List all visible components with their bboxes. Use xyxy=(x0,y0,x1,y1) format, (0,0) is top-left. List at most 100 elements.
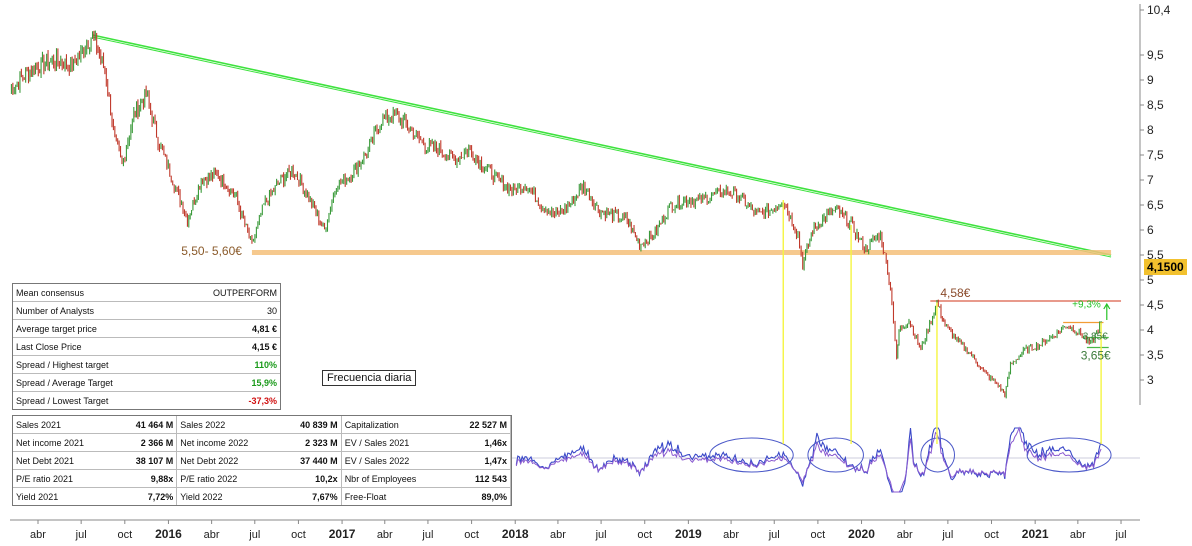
consensus-value: 30 xyxy=(171,301,280,320)
x-tick-label: 2020 xyxy=(848,527,875,541)
fundamentals-value: 38 107 M xyxy=(115,451,178,470)
frequency-label: Frecuencia diaria xyxy=(322,370,417,386)
x-tick-label: oct xyxy=(291,529,306,541)
fundamentals-value: 89,0% xyxy=(449,487,512,505)
x-tick-label: abr xyxy=(30,529,46,541)
fundamentals-row: Net income 2021 2 366 M Net income 2022 2 3… xyxy=(13,433,512,452)
y-tick-label: 3 xyxy=(1147,373,1154,387)
fundamentals-label: Free-Float xyxy=(344,491,387,502)
consensus-value: 110% xyxy=(171,355,280,374)
consensus-label: Number of Analysts xyxy=(13,301,172,320)
oscillator-panel xyxy=(510,426,1140,493)
x-tick-label: oct xyxy=(811,529,826,541)
y-tick-label: 8,5 xyxy=(1147,98,1164,112)
fundamentals-label: Net Debt 2022 xyxy=(176,451,281,470)
oscillator-ellipse xyxy=(807,437,864,473)
fundamentals-label: EV / Sales 2022 xyxy=(341,451,450,470)
fundamentals-value: 2 366 M xyxy=(115,433,178,452)
fundamentals-value: 7,72% xyxy=(115,487,178,505)
fundamentals-value: 7,67% xyxy=(280,487,342,505)
support-band xyxy=(251,250,1112,255)
fundamentals-label: Yield 2021 xyxy=(16,491,59,502)
x-tick-label: 2018 xyxy=(502,527,529,541)
x-axis: abr jul oct 2016 abr jul oct 2017 abr jul oct 2018 a… xyxy=(10,519,1140,541)
upside-arrow-head xyxy=(1103,302,1111,310)
upside-label: +9,3% xyxy=(1072,300,1101,311)
fundamentals-value: 9,88x xyxy=(115,469,178,488)
x-tick-label: 2017 xyxy=(329,527,356,541)
price-series xyxy=(10,30,1102,399)
x-tick-label: jul xyxy=(421,529,433,541)
y-tick-label: 9 xyxy=(1147,73,1154,87)
y-tick-label: 9,5 xyxy=(1147,48,1164,62)
x-tick-label: 2016 xyxy=(155,527,182,541)
consensus-value: 4,15 € xyxy=(171,337,280,356)
resistance-label: 4,58€ xyxy=(940,286,970,300)
consensus-value: 15,9% xyxy=(171,373,280,392)
fundamentals-value: 40 839 M xyxy=(280,416,342,434)
fundamentals-value: 1,46x xyxy=(449,433,512,452)
y-tick-label: 4,5 xyxy=(1147,298,1164,312)
level-lines xyxy=(92,34,1122,349)
fundamentals-value: 37 440 M xyxy=(280,451,342,470)
fundamentals-row: Yield 2021 7,72% Yield 2022 7,67% Free-Float… xyxy=(13,487,512,505)
consensus-row: Spread / Highest target 110% xyxy=(13,355,280,374)
consensus-row: Spread / Average Target 15,9% xyxy=(13,373,280,392)
fundamentals-value: 10,2x xyxy=(280,469,342,488)
fundamentals-label: P/E ratio 2022 xyxy=(176,469,281,488)
oscillator-ellipse xyxy=(709,437,794,473)
annotations: 5,50- 5,60€ 4,58€ 3,85€ 3,65€ +9,3% xyxy=(181,244,1111,363)
y-tick-label: 7 xyxy=(1147,173,1154,187)
short-level-label: 3,85€ xyxy=(1083,332,1108,343)
trendline-parallel xyxy=(92,36,1112,258)
x-tick-label: jul xyxy=(595,529,607,541)
x-tick-label: abr xyxy=(550,529,566,541)
consensus-row: Number of Analysts 30 xyxy=(13,301,280,320)
consensus-label: Spread / Average Target xyxy=(13,373,172,392)
fundamentals-label: Capitalization xyxy=(341,416,450,434)
consensus-row: Average target price 4,81 € xyxy=(13,319,280,338)
fundamentals-row: P/E ratio 2021 9,88x P/E ratio 2022 10,2x Nb… xyxy=(13,469,512,488)
x-tick-label: abr xyxy=(377,529,393,541)
oscillator-signal-line xyxy=(515,426,1102,493)
x-tick-label: jul xyxy=(768,529,780,541)
x-tick-label: abr xyxy=(897,529,913,541)
y-axis: 10,4 9,5 9 8,5 8 7,5 7 6,5 6 5,5 5 4,5 4 3,5 3 xyxy=(1139,3,1171,405)
x-tick-label: jul xyxy=(75,529,87,541)
fundamentals-label: Nbr of Employees xyxy=(341,469,450,488)
consensus-row: Last Close Price 4,15 € xyxy=(13,337,280,356)
x-tick-label: jul xyxy=(941,529,953,541)
y-tick-label: 8 xyxy=(1147,123,1154,137)
consensus-table: Mean consensus OUTPERFORM Number of Analys… xyxy=(12,283,281,410)
fundamentals-row: Sales 2021 41 464 M Sales 2022 40 839 M Capi… xyxy=(13,416,512,434)
consensus-label: Mean consensus xyxy=(13,284,172,302)
x-tick-label: oct xyxy=(117,529,132,541)
x-tick-label: abr xyxy=(204,529,220,541)
x-tick-label: abr xyxy=(1070,529,1086,541)
x-tick-label: 2019 xyxy=(675,527,702,541)
fundamentals-label: Yield 2022 xyxy=(180,491,223,502)
fundamentals-label: EV / Sales 2021 xyxy=(341,433,450,452)
x-tick-label: oct xyxy=(984,529,999,541)
fundamentals-label: Net Debt 2021 xyxy=(13,451,116,470)
consensus-row: Spread / Lowest Target -37,3% xyxy=(13,392,280,410)
consensus-row: Mean consensus OUTPERFORM xyxy=(13,284,280,302)
short-level-label: 3,65€ xyxy=(1081,349,1111,363)
fundamentals-label: Sales 2021 xyxy=(13,416,116,434)
support-band-label: 5,50- 5,60€ xyxy=(181,244,242,258)
y-tick-label: 6,5 xyxy=(1147,198,1164,212)
consensus-value: -37,3% xyxy=(248,395,277,406)
oscillator-ellipse xyxy=(1026,437,1112,473)
consensus-value: 4,81 € xyxy=(171,319,280,338)
fundamentals-label: Sales 2022 xyxy=(176,416,281,434)
fundamentals-value: 2 323 M xyxy=(280,433,342,452)
y-tick-label: 10,4 xyxy=(1147,3,1171,17)
y-tick-label: 7,5 xyxy=(1147,148,1164,162)
fundamentals-value: 112 543 xyxy=(449,469,512,488)
current-price-label: 4,1500 xyxy=(1144,259,1187,275)
fundamentals-row: Net Debt 2021 38 107 M Net Debt 2022 37 440… xyxy=(13,451,512,470)
consensus-label: Average target price xyxy=(13,319,172,338)
x-tick-label: abr xyxy=(723,529,739,541)
y-tick-label: 5 xyxy=(1147,273,1154,287)
